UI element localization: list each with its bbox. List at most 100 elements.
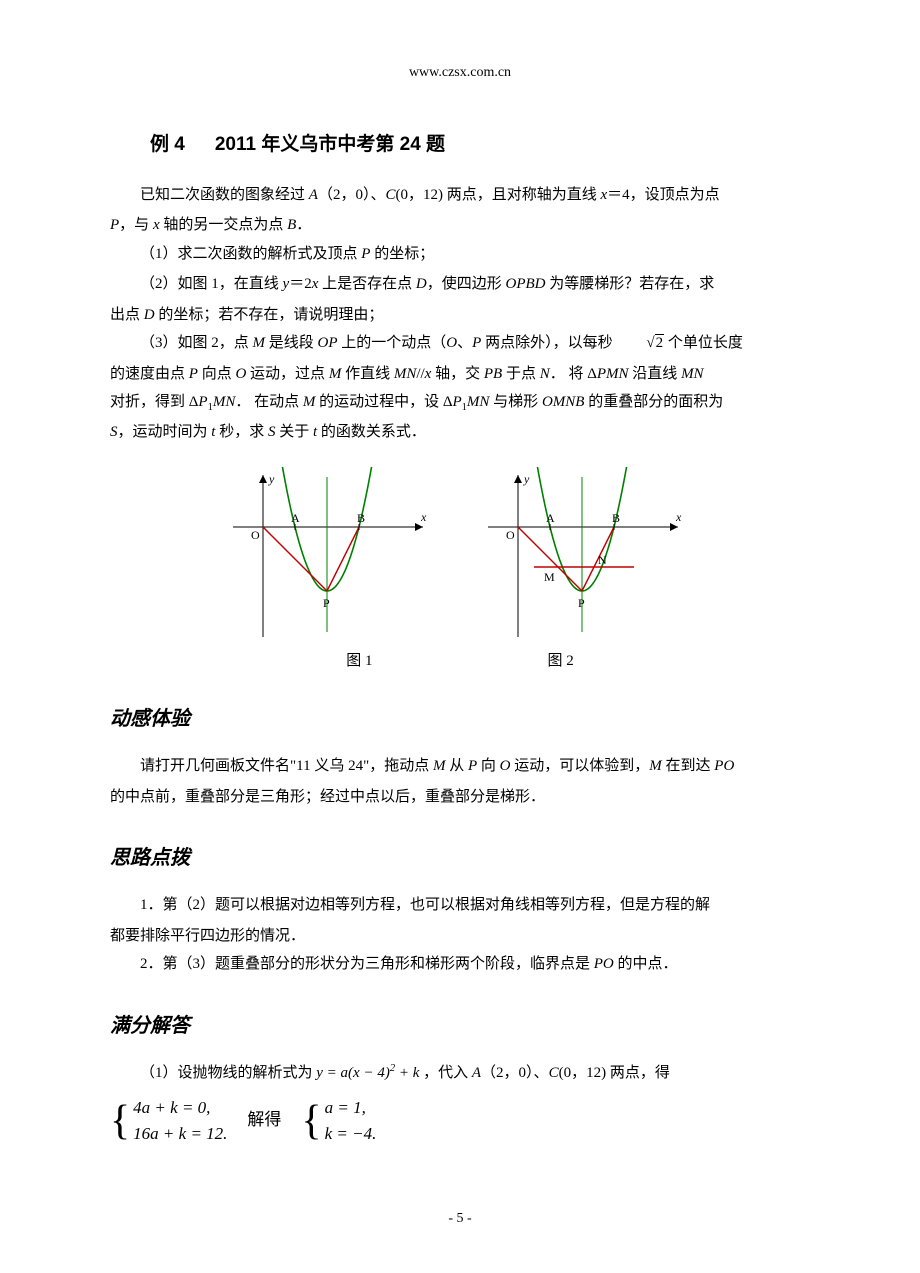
sqrt2: √2 bbox=[616, 329, 664, 358]
label-C: C bbox=[385, 187, 395, 203]
t: ，运动时间为 bbox=[118, 424, 212, 440]
sec2-p1b: 都要排除平行四边形的情况． bbox=[110, 922, 810, 951]
fig2-caption: 图 2 bbox=[548, 647, 574, 676]
svg-text:N: N bbox=[598, 553, 607, 567]
sys2-l1: a = 1, bbox=[325, 1095, 377, 1121]
svg-text:B: B bbox=[612, 511, 620, 525]
q2-cont: 出点 D 的坐标；若不存在，请说明理由； bbox=[110, 301, 810, 330]
t: ，与 bbox=[119, 217, 153, 233]
system-1: { 4a + k = 0, 16a + k = 12. bbox=[110, 1095, 227, 1146]
svg-text:M: M bbox=[544, 570, 555, 584]
t: （1）设抛物线的解析式为 bbox=[140, 1065, 316, 1081]
svg-text:B: B bbox=[357, 511, 365, 525]
equation-system: { 4a + k = 0, 16a + k = 12. 解得 { a = 1, … bbox=[110, 1095, 810, 1146]
q1: （1）求二次函数的解析式及顶点 P 的坐标； bbox=[110, 240, 810, 269]
t: （2，0）、 bbox=[481, 1065, 549, 1081]
label-PO: PO bbox=[714, 758, 734, 774]
label-M: M bbox=[253, 335, 266, 351]
t: 上的一个动点（ bbox=[338, 335, 447, 351]
intro-cont: P，与 x 轴的另一交点为点 B． bbox=[110, 211, 810, 240]
label-P: P bbox=[468, 758, 477, 774]
t: 沿直线 bbox=[629, 366, 682, 382]
label-D: D bbox=[144, 307, 155, 323]
label-M: M bbox=[433, 758, 446, 774]
t: 从 bbox=[445, 758, 468, 774]
t: ＝2 bbox=[289, 276, 312, 292]
label-B: B bbox=[287, 217, 296, 233]
t: 于点 bbox=[502, 366, 540, 382]
svg-text:x: x bbox=[420, 510, 427, 524]
section-experience: 动感体验 bbox=[110, 700, 810, 738]
t: 轴，交 bbox=[431, 366, 484, 382]
t: ． bbox=[296, 217, 311, 233]
sec3-p1: （1）设抛物线的解析式为 y = a(x − 4)2 + k ，代入 A（2，0… bbox=[110, 1059, 810, 1088]
label-P1MN: P bbox=[453, 394, 462, 410]
title-main: 2011 年义乌市中考第 24 题 bbox=[215, 134, 445, 155]
t: 为等腰梯形？若存在，求 bbox=[546, 276, 715, 292]
t: （3）如图 2，点 bbox=[140, 335, 253, 351]
q2: （2）如图 1，在直线 y＝2x 上是否存在点 D，使四边形 OPBD 为等腰梯… bbox=[110, 270, 810, 299]
label-S: S bbox=[110, 424, 118, 440]
t: 与梯形 bbox=[489, 394, 542, 410]
label-M: M bbox=[329, 366, 342, 382]
label-M: M bbox=[303, 394, 316, 410]
t: 2．第（3）题重叠部分的形状分为三角形和梯形两个阶段，临界点是 bbox=[140, 956, 594, 972]
svg-text:y: y bbox=[268, 472, 275, 486]
label-OP: OP bbox=[318, 335, 338, 351]
t: ． 将 Δ bbox=[550, 366, 597, 382]
t: 向点 bbox=[198, 366, 236, 382]
t: ，使四边形 bbox=[427, 276, 506, 292]
t: 、 bbox=[457, 335, 472, 351]
label-O: O bbox=[446, 335, 457, 351]
t: 两点除外），以每秒 bbox=[481, 335, 616, 351]
t: (0，12) 两点，且对称轴为直线 bbox=[395, 187, 600, 203]
label-PO: PO bbox=[594, 956, 614, 972]
sys-mid: 解得 bbox=[247, 1104, 281, 1136]
q3-l2: 的速度由点 P 向点 O 运动，过点 M 作直线 MN//x 轴，交 PB 于点… bbox=[110, 360, 810, 389]
t: 个单位长度 bbox=[664, 335, 743, 351]
section-hints: 思路点拨 bbox=[110, 839, 810, 877]
label-D: D bbox=[416, 276, 427, 292]
section-solution: 满分解答 bbox=[110, 1007, 810, 1045]
label-O: O bbox=[500, 758, 511, 774]
system-2: { a = 1, k = −4. bbox=[301, 1095, 376, 1146]
page-number: - 5 - bbox=[110, 1206, 810, 1233]
label-M: M bbox=[649, 758, 662, 774]
svg-text:A: A bbox=[291, 511, 300, 525]
svg-text:O: O bbox=[251, 528, 260, 542]
sec1-p: 请打开几何画板文件名"11 义乌 24"，拖动点 M 从 P 向 O 运动，可以… bbox=[110, 752, 810, 781]
figure-captions: 图 1 图 2 bbox=[110, 647, 810, 676]
t: 秒，求 bbox=[215, 424, 268, 440]
t: 作直线 bbox=[341, 366, 394, 382]
svg-text:O: O bbox=[506, 528, 515, 542]
label-MN: MN bbox=[681, 366, 704, 382]
t: (0，12) 两点，得 bbox=[559, 1065, 670, 1081]
t: 是线段 bbox=[265, 335, 318, 351]
label-A: A bbox=[309, 187, 318, 203]
sec1-l2: 的中点前，重叠部分是三角形；经过中点以后，重叠部分是梯形． bbox=[110, 783, 810, 812]
t: 的速度由点 bbox=[110, 366, 189, 382]
label-PMN: PMN bbox=[597, 366, 629, 382]
eq: y = a(x − 4)2 + k bbox=[316, 1065, 419, 1081]
label-A: A bbox=[472, 1065, 481, 1081]
t: 出点 bbox=[110, 307, 144, 323]
sys1-l2: 16a + k = 12. bbox=[133, 1121, 227, 1147]
label-MN: MN bbox=[394, 366, 417, 382]
svg-text:y: y bbox=[523, 472, 530, 486]
title-prefix: 例 4 bbox=[150, 134, 185, 155]
t: 请打开几何画板文件名"11 义乌 24"，拖动点 bbox=[140, 758, 433, 774]
label-OMNB: OMNB bbox=[542, 394, 585, 410]
t: 在到达 bbox=[662, 758, 715, 774]
t: ＝4，设顶点为点 bbox=[607, 187, 720, 203]
svg-text:A: A bbox=[546, 511, 555, 525]
t: 向 bbox=[477, 758, 500, 774]
t: 的坐标； bbox=[370, 246, 434, 262]
label-O: O bbox=[235, 366, 246, 382]
svg-text:P: P bbox=[323, 596, 330, 610]
label-MN2: MN bbox=[213, 394, 236, 410]
figure-1: O A B Px y bbox=[233, 467, 433, 637]
svg-text:P: P bbox=[578, 596, 585, 610]
t: 的中点． bbox=[614, 956, 678, 972]
t: 运动，过点 bbox=[246, 366, 329, 382]
q3: （3）如图 2，点 M 是线段 OP 上的一个动点（O、P 两点除外），以每秒 … bbox=[110, 329, 810, 358]
